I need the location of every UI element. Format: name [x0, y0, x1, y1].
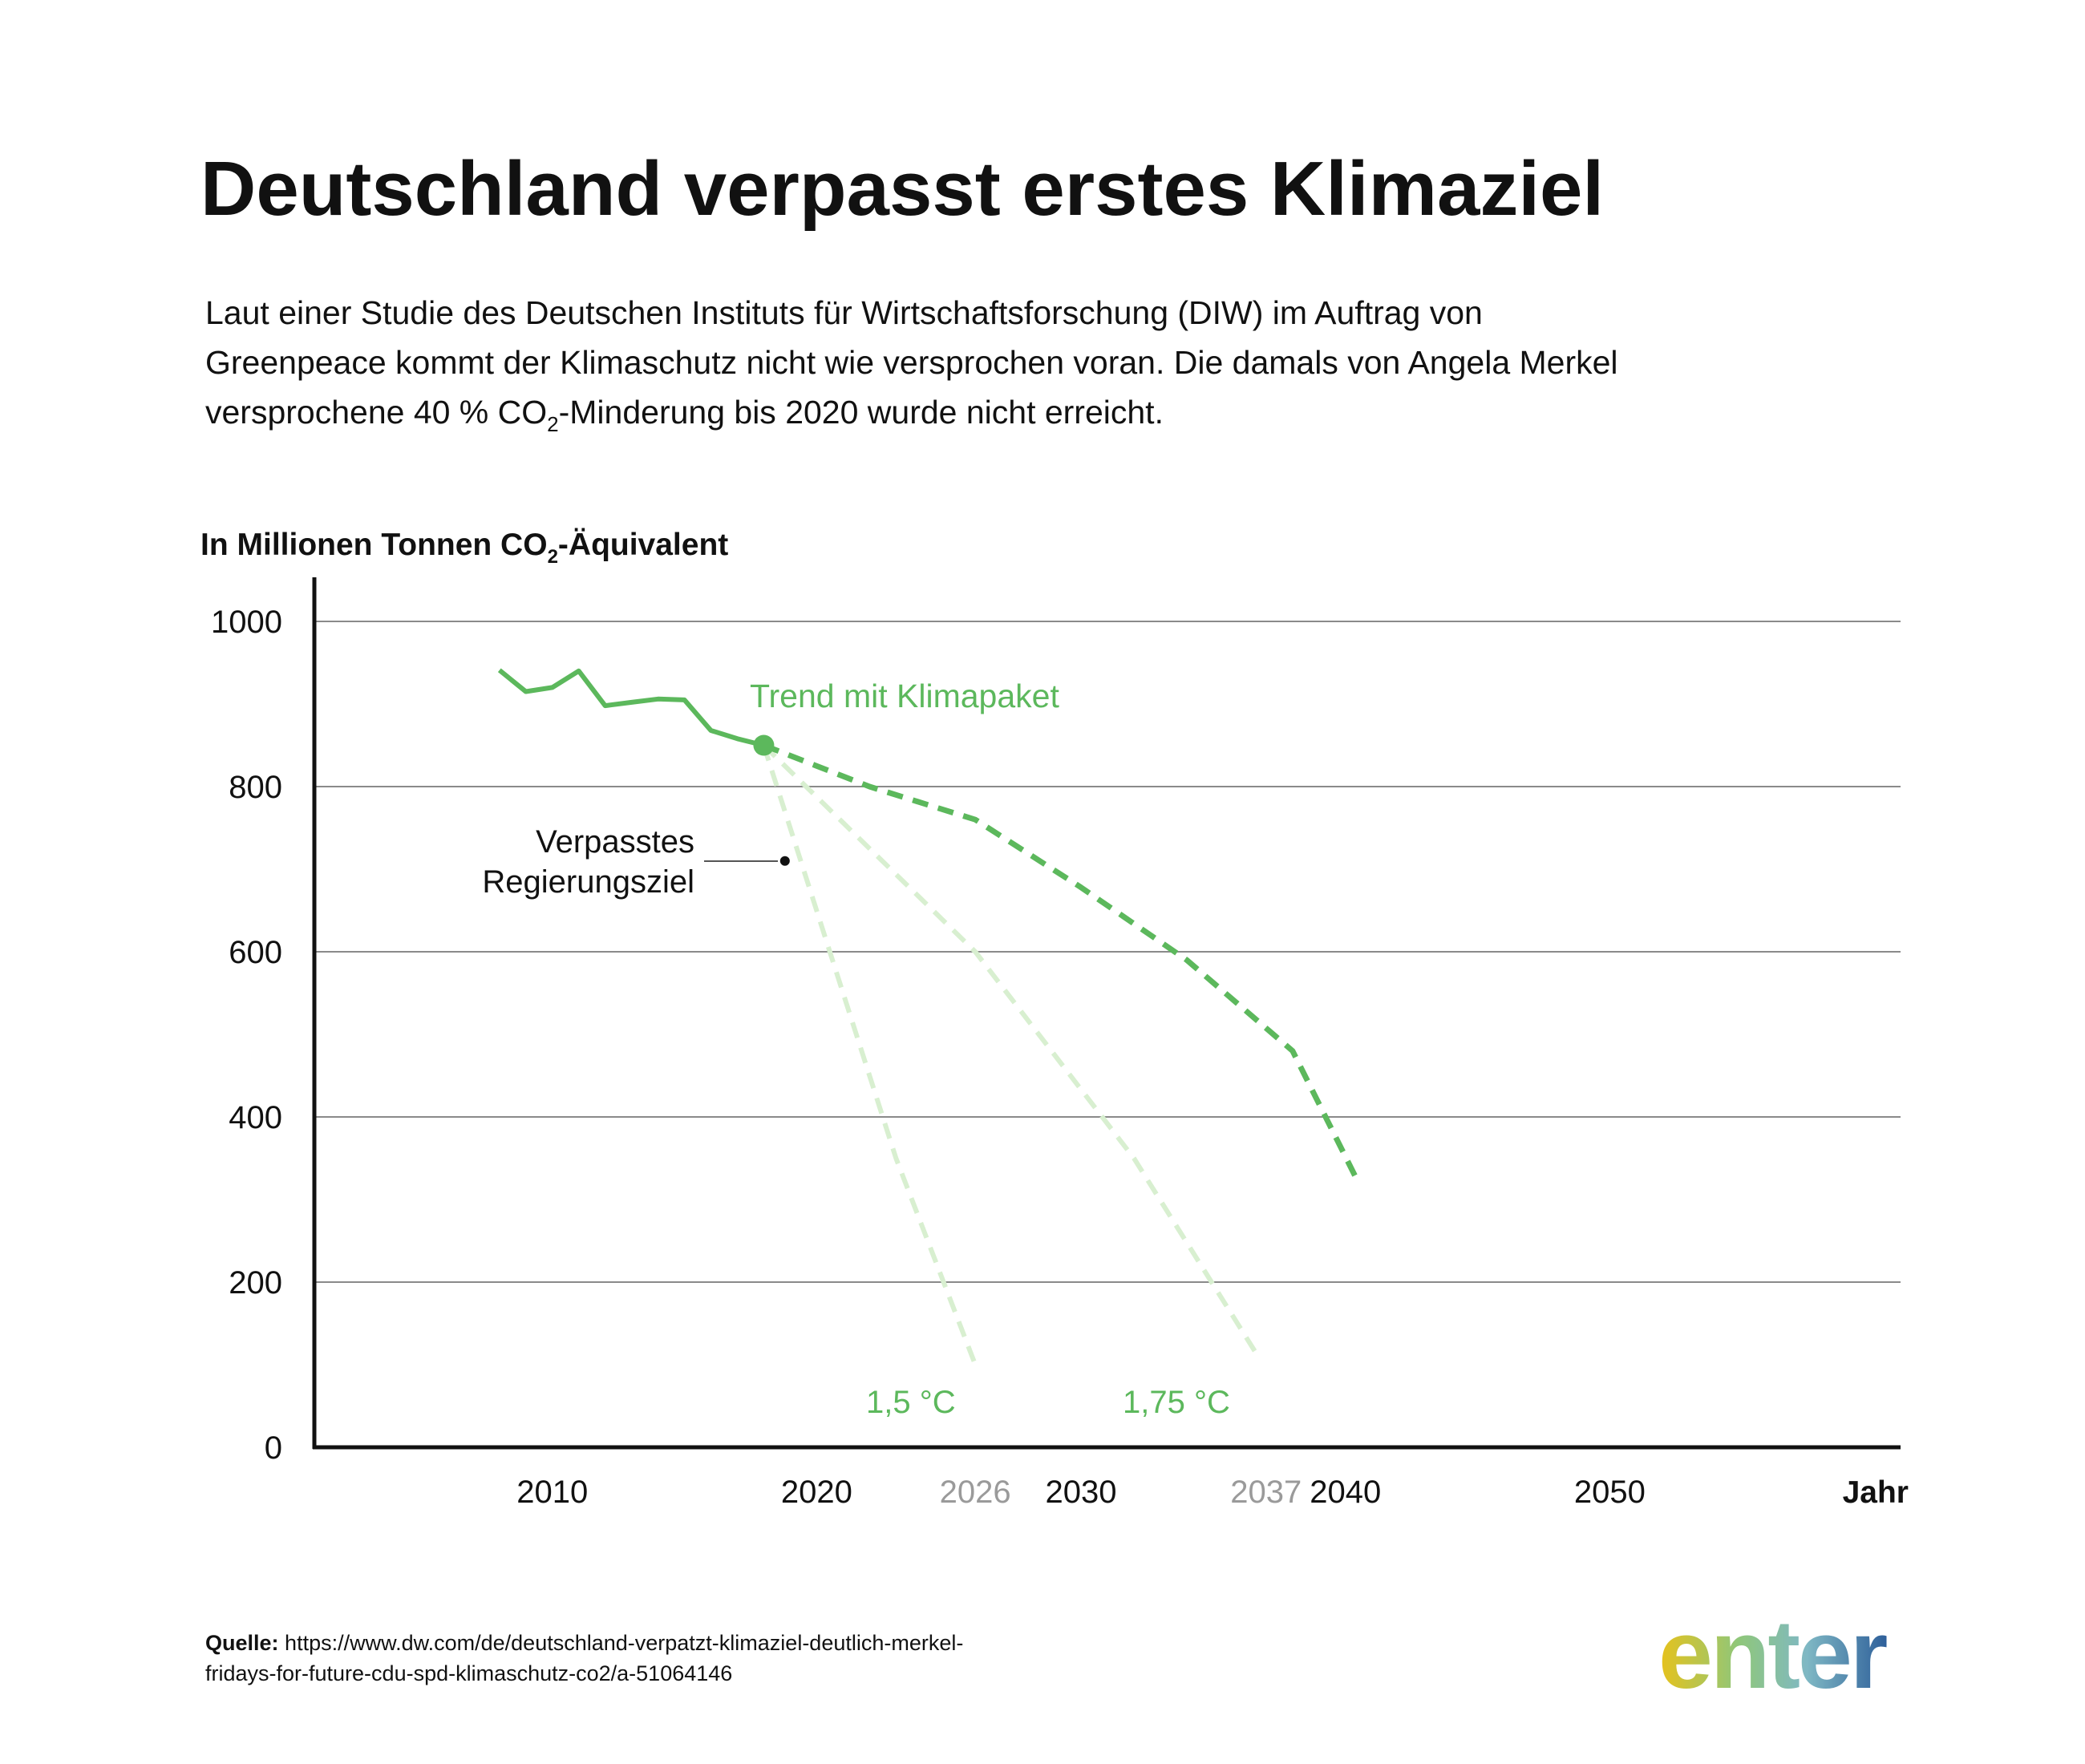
annotation-line-2: Regierungsziel — [482, 864, 694, 900]
gridlines — [314, 621, 1901, 1283]
y-tick-label-600: 600 — [229, 935, 282, 970]
subtitle-line-2: Greenpeace kommt der Klimaschutz nicht w… — [205, 344, 1618, 381]
x-axis-label: Jahr — [1843, 1475, 1909, 1510]
series-target-15 — [761, 744, 978, 1366]
y-tick-label-400: 400 — [229, 1100, 282, 1135]
annotation-point — [779, 856, 790, 866]
series-layer — [497, 668, 1362, 1366]
source-url-line-2: fridays-for-future-cdu-spd-klimaschutz-c… — [205, 1661, 733, 1685]
tick-labels: 0 200 400 600 800 1000 2010 2020 2026 2030 2037 204… — [211, 605, 1646, 1510]
series-historic — [497, 668, 765, 748]
annotation-line-1: Verpasstes — [536, 824, 694, 860]
x-tick-label-2030: 2030 — [1046, 1475, 1117, 1510]
y-tick-label-1000: 1000 — [211, 605, 282, 640]
subtitle-line-3-post: -Minderung bis 2020 wurde nicht erreicht… — [559, 394, 1164, 431]
trend-series-label: Trend mit Klimapaket — [750, 678, 1059, 714]
subtitle-line-1: Laut einer Studie des Deutschen Institut… — [205, 294, 1483, 331]
page-title: Deutschland verpasst erstes Klimaziel — [200, 146, 1604, 232]
source-note: Quelle: https://www.dw.com/de/deutschlan… — [205, 1628, 1248, 1689]
y-axis-label-pre: In Millionen Tonnen CO — [200, 528, 548, 562]
y-tick-label-800: 800 — [229, 770, 282, 805]
x-tick-label-2026: 2026 — [940, 1475, 1011, 1510]
target-175-label: 1,75 °C — [1123, 1385, 1230, 1420]
axes — [312, 577, 1901, 1450]
enter-logo: enter — [1658, 1600, 1887, 1709]
x-tick-label-2037: 2037 — [1230, 1475, 1302, 1510]
target-15-label: 1,5 °C — [866, 1385, 956, 1420]
y-axis-label-subscript: 2 — [548, 546, 558, 568]
subtitle-line-3: versprochene 40 % CO2-Minderung bis 2020… — [205, 394, 1164, 436]
y-tick-label-200: 200 — [229, 1265, 282, 1301]
y-tick-label-0: 0 — [265, 1430, 282, 1466]
x-tick-label-2040: 2040 — [1310, 1475, 1381, 1510]
x-tick-label-2020: 2020 — [781, 1475, 852, 1510]
series-target-175 — [762, 743, 1261, 1358]
subtitle-co2-subscript: 2 — [547, 412, 558, 436]
series-trend — [763, 742, 1362, 1184]
highlight-point-2020 — [753, 734, 775, 756]
y-axis-label-post: -Äquivalent — [558, 528, 728, 562]
source-url-line-1: https://www.dw.com/de/deutschland-verpat… — [285, 1631, 964, 1655]
subtitle-line-3-pre: versprochene 40 % CO — [205, 394, 547, 431]
x-tick-label-2050: 2050 — [1574, 1475, 1646, 1510]
y-axis-label: In Millionen Tonnen CO2-Äquivalent — [200, 528, 728, 568]
source-label: Quelle: — [205, 1631, 279, 1655]
x-tick-label-2010: 2010 — [516, 1475, 588, 1510]
